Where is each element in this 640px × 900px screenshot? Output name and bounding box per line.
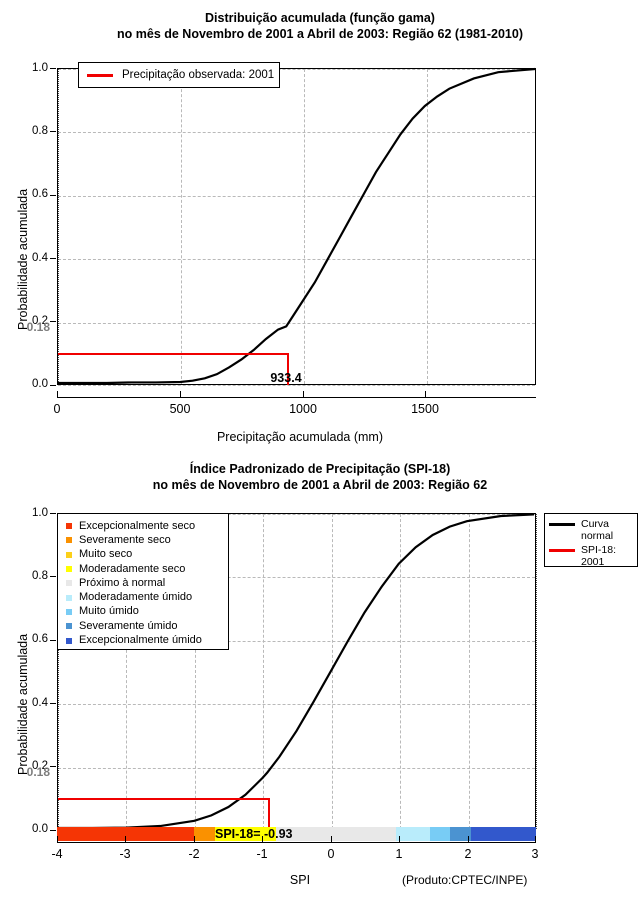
- legend-item-severamente-umido: Severamente úmido: [64, 619, 224, 633]
- chart2-ytick-0.4: 0.4: [32, 697, 48, 709]
- chart1-red-vertical-marker: [287, 353, 289, 385]
- swatch-icon-moderadamente-seco: [66, 566, 72, 573]
- colorbar-segment: [395, 827, 430, 841]
- panel-cumulative-distribution: Distribuição acumulada (função gama) no …: [16, 11, 536, 444]
- chart2-ytick-0.8: 0.8: [32, 570, 48, 582]
- chart2-red-vertical-marker: [268, 798, 270, 830]
- spi-value: = -0.93: [253, 827, 293, 841]
- chart2-curve-legend: Curva normal SPI-18: 2001: [544, 513, 638, 568]
- chart2-prob-annotation: 0.18: [26, 765, 50, 779]
- colorbar-segment: [450, 827, 471, 841]
- chart1-legend-label: Precipitação observada: 2001: [122, 69, 275, 81]
- legend-item-spi-18-2001: SPI-18: 2001: [549, 544, 634, 568]
- swatch-icon-muito-umido: [66, 608, 72, 615]
- chart2-x-axis-title: SPI: [289, 873, 311, 887]
- chart1-plot-area: [57, 67, 536, 386]
- chart1-x-axis-line: [57, 397, 536, 398]
- legend-item-severamente-seco: Severamente seco: [64, 533, 224, 547]
- swatch-icon-severamente-umido: [66, 623, 72, 630]
- swatch-icon-severamente-seco: [66, 537, 72, 544]
- legend-item-proximo-a-normal: Próximo à normal: [64, 576, 224, 590]
- chart1-red-horizontal-marker: [58, 353, 287, 355]
- chart2-x-axis-line: [57, 842, 536, 843]
- chart1-ytick-0.4: 0.4: [32, 252, 48, 264]
- chart1-ytick-0.6: 0.6: [32, 188, 48, 200]
- spi-colorbar: [57, 827, 536, 841]
- chart2-category-legend: Excepcionalmente seco Severamente seco M…: [57, 513, 229, 650]
- chart1-ytick-0.0: 0.0: [32, 378, 48, 390]
- chart1-legend: Precipitação observada: 2001: [78, 62, 280, 88]
- red-line-swatch-icon: [549, 549, 575, 552]
- swatch-icon-excepcionalmente-umido: [66, 637, 72, 644]
- chart2-title: Índice Padronizado de Precipitação (SPI-…: [152, 462, 488, 492]
- swatch-icon-moderadamente-umido: [66, 594, 72, 601]
- black-line-swatch-icon: [549, 523, 575, 526]
- chart2-normal-curve: [57, 513, 535, 830]
- colorbar-segment: [429, 827, 451, 841]
- chart2-xtick--3: -3: [119, 847, 131, 861]
- panel-spi-distribution: Índice Padronizado de Precipitação (SPI-…: [0, 455, 640, 900]
- legend-item-curva-normal: Curva normal: [549, 518, 634, 542]
- spi-value-annotation: SPI-18= -0.93: [215, 827, 292, 841]
- colorbar-segment: [470, 827, 536, 841]
- chart1-value-annotation: 933.4: [270, 371, 302, 385]
- swatch-icon-excepcionalmente-seco: [66, 523, 72, 530]
- chart2-ytick-0.2: 0.2: [32, 760, 48, 772]
- legend-item-muito-seco: Muito seco: [64, 548, 224, 562]
- chart2-xtick-3: 3: [531, 847, 539, 861]
- chart2-red-horizontal-marker: [58, 798, 268, 800]
- chart1-gamma-curve: [58, 67, 536, 385]
- chart2-xtick--2: -2: [188, 847, 200, 861]
- chart1-ytick-1.0: 1.0: [32, 62, 48, 74]
- chart1-ytick-0.8: 0.8: [32, 125, 48, 137]
- legend-item-moderadamente-seco: Moderadamente seco: [64, 562, 224, 576]
- legend-item-excepcionalmente-umido: Excepcionalmente úmido: [64, 633, 224, 647]
- colorbar-segment: [57, 827, 194, 841]
- swatch-icon-muito-seco: [66, 551, 72, 558]
- chart1-prob-annotation: 0.18: [26, 320, 50, 334]
- chart2-xtick--1: -1: [256, 847, 268, 861]
- chart2-ytick-0.6: 0.6: [32, 633, 48, 645]
- chart1-title: Distribuição acumulada (função gama) no …: [117, 11, 523, 41]
- chart2-ytick-1.0: 1.0: [32, 507, 48, 519]
- legend-item-excepcionalmente-seco: Excepcionalmente seco: [64, 519, 224, 533]
- chart1-xtick-0: 0: [53, 402, 61, 416]
- chart2-xtick-1: 1: [395, 847, 403, 861]
- chart2-xtick-0: 0: [327, 847, 335, 861]
- chart1-ytick-0.2: 0.2: [32, 315, 48, 327]
- legend-item-moderadamente-umido: Moderadamente úmido: [64, 590, 224, 604]
- chart2-xtick-2: 2: [464, 847, 472, 861]
- swatch-icon-proximo-a-normal: [66, 580, 72, 587]
- chart2-ytick-0.0: 0.0: [32, 823, 48, 835]
- chart1-xtick-1500: 1500: [411, 402, 439, 416]
- chart2-xtick--4: -4: [51, 847, 63, 861]
- legend-item-muito-umido: Muito úmido: [64, 605, 224, 619]
- chart1-xtick-500: 500: [169, 402, 191, 416]
- red-line-swatch-icon: [87, 73, 113, 77]
- colorbar-segment: [275, 827, 396, 841]
- credit-annotation: (Produto:CPTEC/INPE): [402, 873, 528, 887]
- gridline-h-0.0: [58, 385, 535, 386]
- chart1-x-axis-title: Precipitação acumulada (mm): [216, 430, 384, 444]
- spi-label: SPI-18: [215, 827, 254, 841]
- chart1-xtick-1000: 1000: [289, 402, 317, 416]
